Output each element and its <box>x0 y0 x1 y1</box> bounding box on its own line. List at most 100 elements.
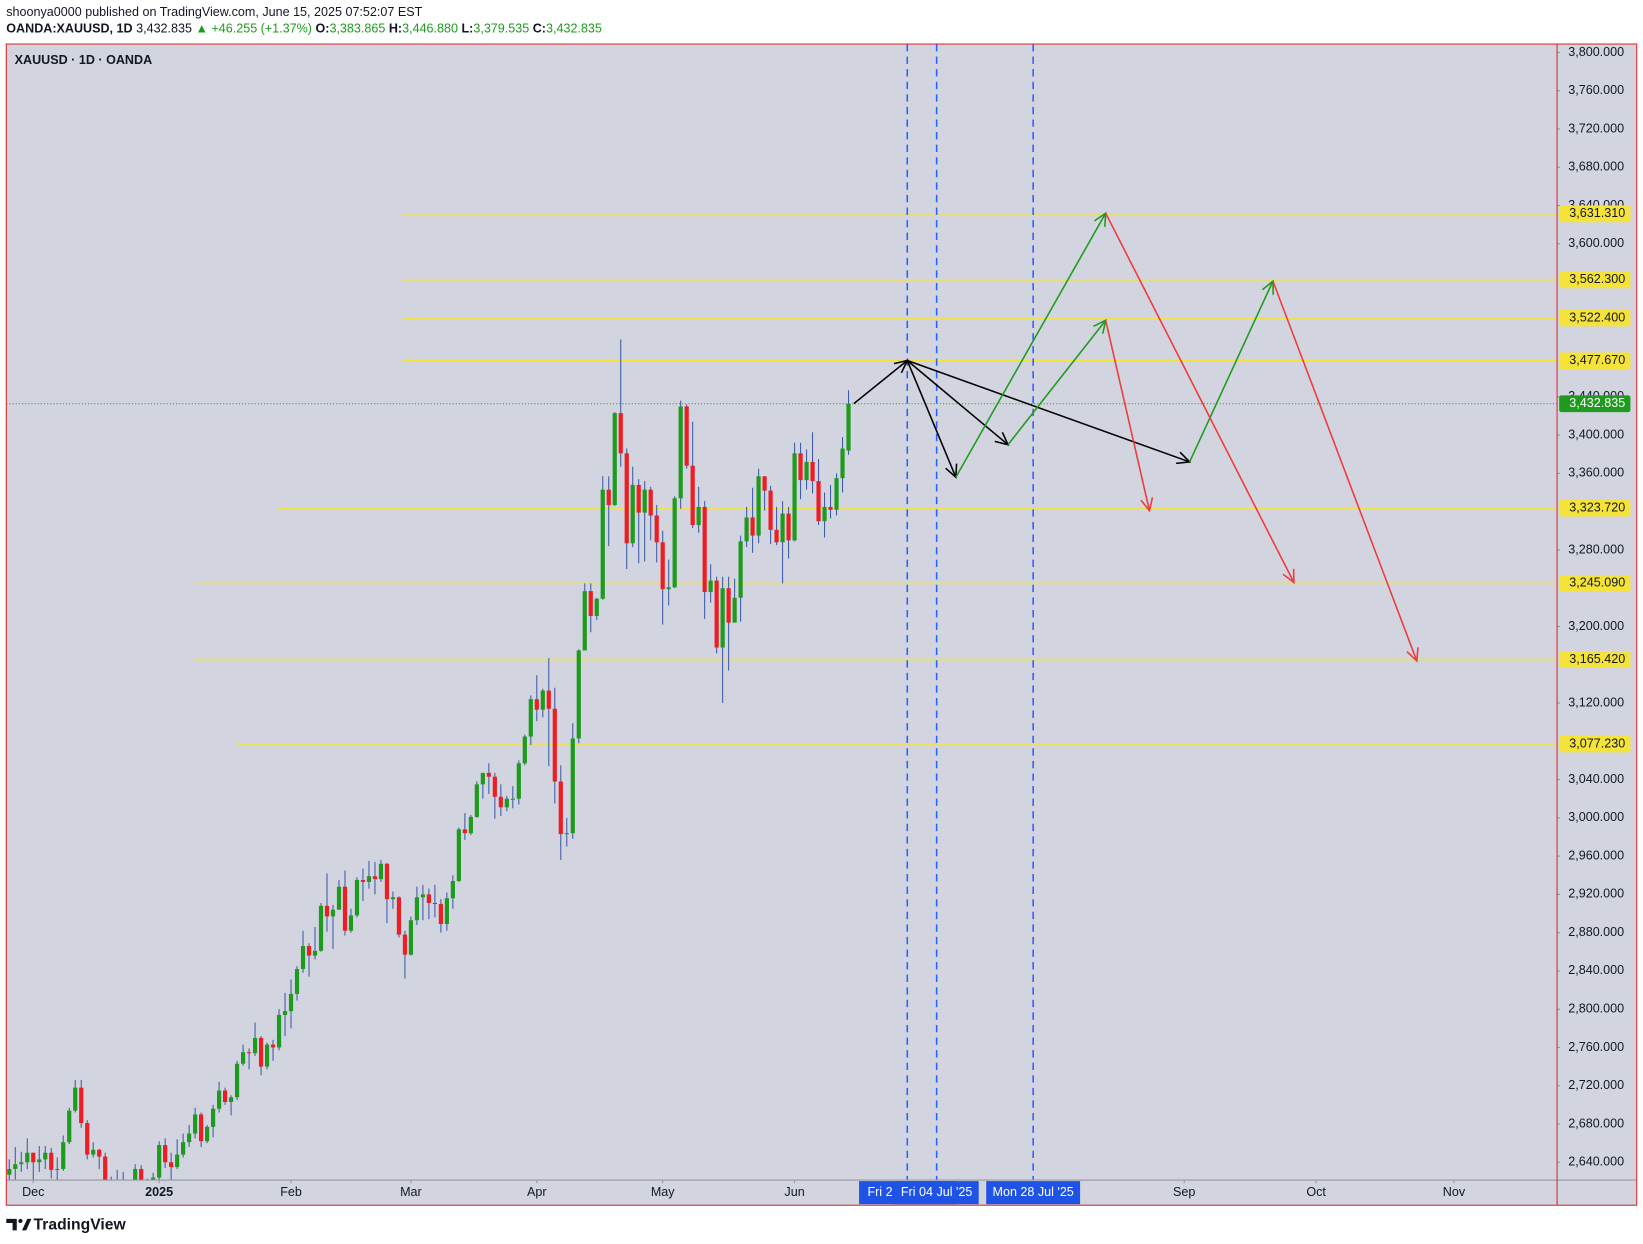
candle-body <box>540 690 545 710</box>
candle-body <box>762 476 767 491</box>
axes: 3,800.0003,760.0003,720.0003,680.0003,64… <box>22 45 1631 1205</box>
candle-body <box>456 829 461 881</box>
open-label: O: <box>315 22 329 36</box>
candle-body <box>31 1152 36 1163</box>
level-label: 3,077.230 <box>1569 736 1625 750</box>
candle-body <box>492 776 497 797</box>
symbol: OANDA:XAUUSD, 1D <box>6 22 132 36</box>
candle-body <box>498 796 503 808</box>
arrow <box>1104 212 1295 585</box>
y-tick-label: 3,680.000 <box>1568 160 1624 174</box>
y-tick-label: 3,760.000 <box>1568 83 1624 97</box>
y-tick-label: 2,720.000 <box>1568 1078 1624 1092</box>
y-tick-label: 3,000.000 <box>1568 810 1624 824</box>
candle-body <box>258 1037 264 1067</box>
candle-body <box>798 453 803 481</box>
candle-body <box>582 591 587 651</box>
plot-area <box>6 44 1558 1181</box>
candle-body <box>348 915 354 931</box>
candle-body <box>606 489 611 505</box>
candle-body <box>169 1162 174 1168</box>
x-tick-label: Oct <box>1306 1185 1326 1199</box>
candle-body <box>384 863 390 900</box>
y-tick-label: 2,920.000 <box>1568 887 1624 901</box>
arrow-line <box>1188 280 1274 463</box>
high-label: H: <box>389 22 402 36</box>
candle-body <box>426 894 432 903</box>
level-label: 3,323.720 <box>1569 500 1625 514</box>
candle-body <box>534 699 539 710</box>
y-tick-label: 2,800.000 <box>1568 1002 1624 1016</box>
low-label: L: <box>461 22 473 36</box>
date-marker-label: Mon 28 Jul '25 <box>992 1185 1073 1199</box>
candle-body <box>516 763 521 799</box>
level-label: 3,477.670 <box>1569 353 1625 367</box>
x-tick-label: Nov <box>1443 1185 1466 1199</box>
candle-body <box>408 920 414 955</box>
level-label-bg <box>1559 205 1631 223</box>
level-label: 3,245.090 <box>1569 576 1625 590</box>
level-label: 3,522.400 <box>1569 310 1625 324</box>
candle-body <box>756 476 761 536</box>
y-tick-label: 2,880.000 <box>1568 925 1624 939</box>
y-tick-label: 2,640.000 <box>1568 1155 1624 1169</box>
candle-body <box>618 413 623 454</box>
x-tick-label: Apr <box>527 1185 547 1199</box>
candle-body <box>840 448 845 479</box>
logo-icon <box>6 1218 32 1231</box>
candle-body <box>420 894 426 898</box>
candle-body <box>252 1037 258 1054</box>
candle-body <box>354 880 360 916</box>
x-tick-label: Mar <box>400 1185 422 1199</box>
candle-body <box>13 1164 18 1169</box>
candle-body <box>504 798 509 808</box>
candle-body <box>684 406 689 466</box>
candle-body <box>696 506 701 526</box>
x-tick-label: 2025 <box>145 1185 173 1199</box>
candle-body <box>522 736 527 764</box>
candle-body <box>49 1152 54 1170</box>
candle-body <box>714 580 719 648</box>
candle-body <box>702 506 707 593</box>
candle-body <box>558 781 563 835</box>
candle-body <box>378 863 384 880</box>
close-label: C: <box>533 22 546 36</box>
candle-body <box>181 1142 186 1155</box>
level-label-bg <box>1559 574 1631 592</box>
candle-body <box>216 1090 222 1109</box>
level-label-bg <box>1559 499 1631 517</box>
candle-body <box>187 1133 192 1143</box>
chart-frame <box>5 43 1638 1206</box>
change: ▲ +46.255 (+1.37%) <box>196 22 312 36</box>
candle-body <box>588 591 593 616</box>
candle-body <box>774 529 779 543</box>
arrow-line <box>907 359 1190 463</box>
candle-body <box>402 934 408 955</box>
candle-body <box>175 1154 180 1168</box>
candle-body <box>600 489 605 599</box>
date-marker-label-bg <box>986 1181 1081 1205</box>
y-tick-label: 2,760.000 <box>1568 1040 1624 1054</box>
candle-body <box>324 905 330 917</box>
y-tick-label: 3,360.000 <box>1568 466 1624 480</box>
candle-body <box>486 772 491 777</box>
candle-body <box>846 403 851 451</box>
candle-body <box>552 708 557 782</box>
candle-body <box>432 902 437 905</box>
candle-body <box>282 1011 288 1015</box>
candle-body <box>468 816 473 834</box>
candle-body <box>546 690 551 709</box>
candle-body <box>318 905 324 951</box>
candle-body <box>744 517 749 542</box>
candle-body <box>366 876 372 882</box>
arrow-line <box>906 360 957 478</box>
y-tick-label: 3,200.000 <box>1568 619 1624 633</box>
candle-body <box>19 1162 24 1165</box>
x-tick-label: Dec <box>22 1185 44 1199</box>
candle-body <box>73 1087 78 1111</box>
candle-body <box>822 506 827 522</box>
candle-body <box>462 829 467 834</box>
candle-body <box>510 798 515 800</box>
candle-body <box>276 1014 282 1048</box>
